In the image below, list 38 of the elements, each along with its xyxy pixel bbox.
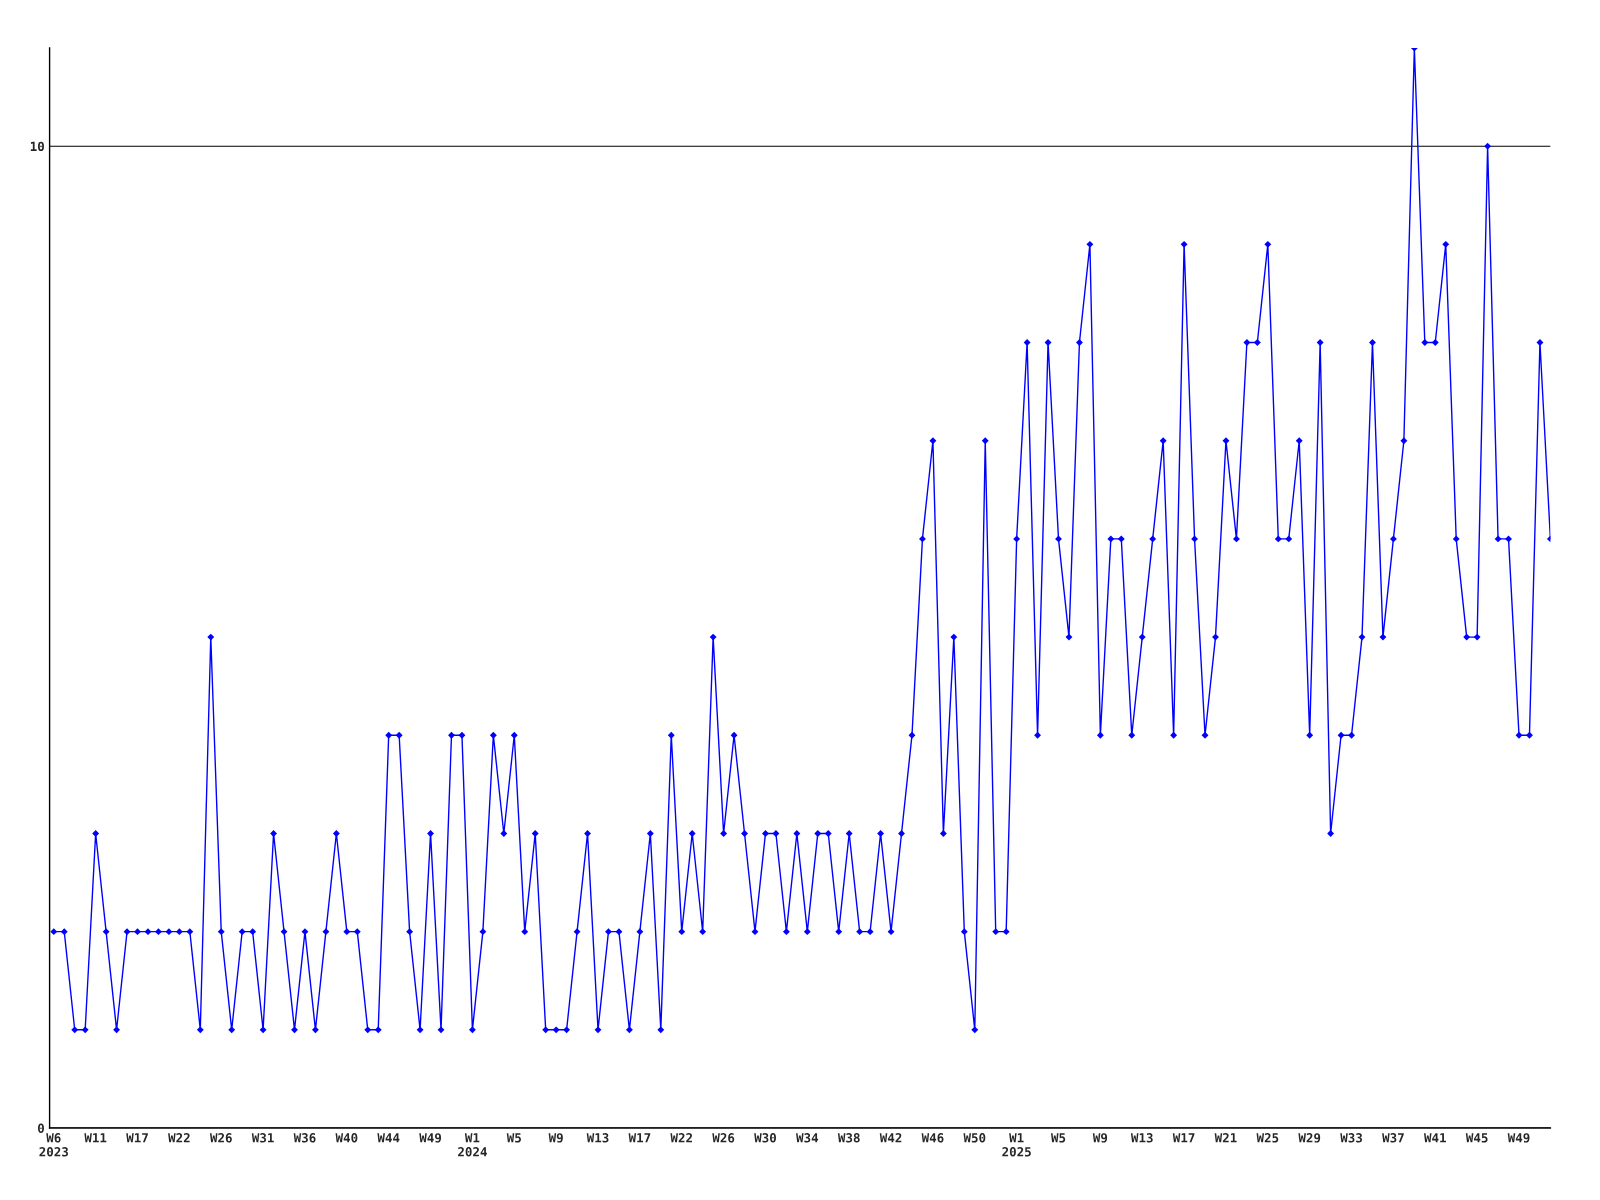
x-tick-label: W49 <box>1507 1133 1530 1143</box>
x-tick-label: W22 <box>670 1133 692 1143</box>
x-tick-label: W50 <box>963 1133 986 1143</box>
x-tick-label: W38 <box>837 1133 860 1143</box>
x-tick-label: W5 <box>1050 1133 1066 1143</box>
x-tick-label: W22 <box>168 1133 190 1143</box>
x-tick-label: W44 <box>377 1133 400 1143</box>
x-tick-label: W17 <box>126 1133 148 1143</box>
x-tick-label: W25 <box>1256 1133 1279 1143</box>
x-tick-label: W13 <box>1130 1133 1153 1143</box>
x-tick-label: W49 <box>419 1133 442 1143</box>
x-tick-label: W5 <box>506 1133 521 1143</box>
x-tick-label: W21 <box>1214 1133 1237 1143</box>
x-tick-label: W33 <box>1340 1133 1363 1143</box>
x-tick-label: W46 <box>921 1133 944 1143</box>
x-tick-label: W11 <box>84 1133 107 1143</box>
y-tick-label: 0 <box>37 1123 44 1133</box>
x-tick-label: W36 <box>293 1133 316 1143</box>
y-tick-label: 10 <box>30 141 44 152</box>
x-tick-label: W6 2023 <box>39 1133 69 1157</box>
x-tick-label: W1 2024 <box>458 1133 487 1157</box>
x-tick-label: W26 <box>712 1133 735 1143</box>
x-tick-label: W40 <box>335 1133 358 1143</box>
x-tick-label: W34 <box>796 1133 819 1143</box>
x-tick-label: W26 <box>209 1133 232 1143</box>
x-tick-label: W37 <box>1382 1133 1404 1143</box>
x-tick-label: W42 <box>879 1133 902 1143</box>
x-tick-label: W45 <box>1465 1133 1488 1143</box>
x-tick-label: W30 <box>754 1133 776 1143</box>
x-tick-label: W29 <box>1298 1133 1321 1143</box>
x-tick-label: W17 <box>628 1133 651 1143</box>
x-tick-label: W9 <box>1092 1133 1108 1143</box>
x-tick-label: W9 <box>548 1133 563 1143</box>
x-tick-label: W17 <box>1172 1133 1195 1143</box>
x-tick-label: W31 <box>251 1133 274 1143</box>
x-tick-label: W1 2025 <box>1002 1133 1031 1157</box>
x-tick-label: W13 <box>586 1133 609 1143</box>
x-tick-label: W41 <box>1423 1133 1446 1143</box>
